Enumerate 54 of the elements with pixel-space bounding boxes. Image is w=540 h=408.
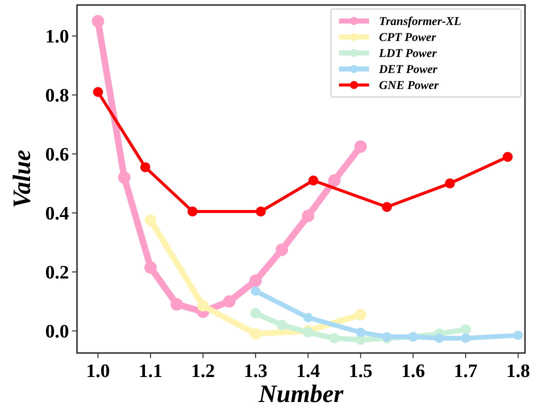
point [356, 328, 366, 338]
point [93, 87, 104, 97]
legend-label: GNE Power [379, 78, 439, 92]
x-tick-label: 1.2 [191, 361, 215, 382]
legend-label: LDT Power [378, 46, 437, 60]
point [140, 162, 150, 172]
point [460, 324, 471, 335]
x-tick-label: 1.5 [348, 361, 372, 382]
point [170, 298, 183, 311]
x-tick-label: 1.1 [138, 361, 162, 382]
point [354, 140, 367, 153]
y-axis-title: Value [9, 150, 36, 208]
point [328, 174, 341, 187]
point [92, 15, 104, 28]
x-tick-label: 1.0 [86, 361, 110, 382]
point [144, 214, 156, 226]
point [382, 202, 392, 212]
point [249, 274, 262, 287]
x-axis-title: Number [258, 381, 344, 408]
legend-label: DET Power [378, 62, 438, 76]
point [250, 308, 261, 318]
y-tick-label: 0.2 [45, 262, 69, 284]
point [513, 330, 523, 340]
y-tick-label: 0.0 [45, 322, 69, 343]
point [276, 320, 288, 330]
x-tick-label: 1.4 [296, 361, 320, 382]
y-tick-label: 0.4 [45, 204, 70, 225]
legend-label: Transformer-XL [379, 14, 462, 28]
point [188, 206, 198, 216]
legend-label: CPT Power [379, 30, 436, 44]
x-tick-label: 1.7 [454, 361, 478, 382]
point [144, 261, 157, 274]
point [250, 286, 260, 296]
point [118, 171, 130, 184]
point [302, 210, 314, 222]
point [460, 334, 470, 343]
point [308, 175, 318, 186]
point [329, 333, 340, 344]
x-tick-label: 1.8 [506, 361, 530, 382]
point [434, 334, 444, 343]
point [276, 244, 288, 256]
point [256, 206, 266, 216]
point [250, 328, 262, 340]
point [354, 308, 366, 320]
y-tick-label: 1.0 [45, 26, 69, 48]
point [502, 152, 513, 162]
point [197, 300, 209, 312]
y-tick-label: 0.6 [45, 144, 69, 166]
point [444, 178, 455, 188]
x-tick-label: 1.3 [244, 361, 268, 382]
point [303, 312, 313, 322]
x-tick-label: 1.6 [401, 361, 426, 382]
y-tick-label: 0.8 [45, 86, 69, 107]
point [223, 295, 236, 308]
